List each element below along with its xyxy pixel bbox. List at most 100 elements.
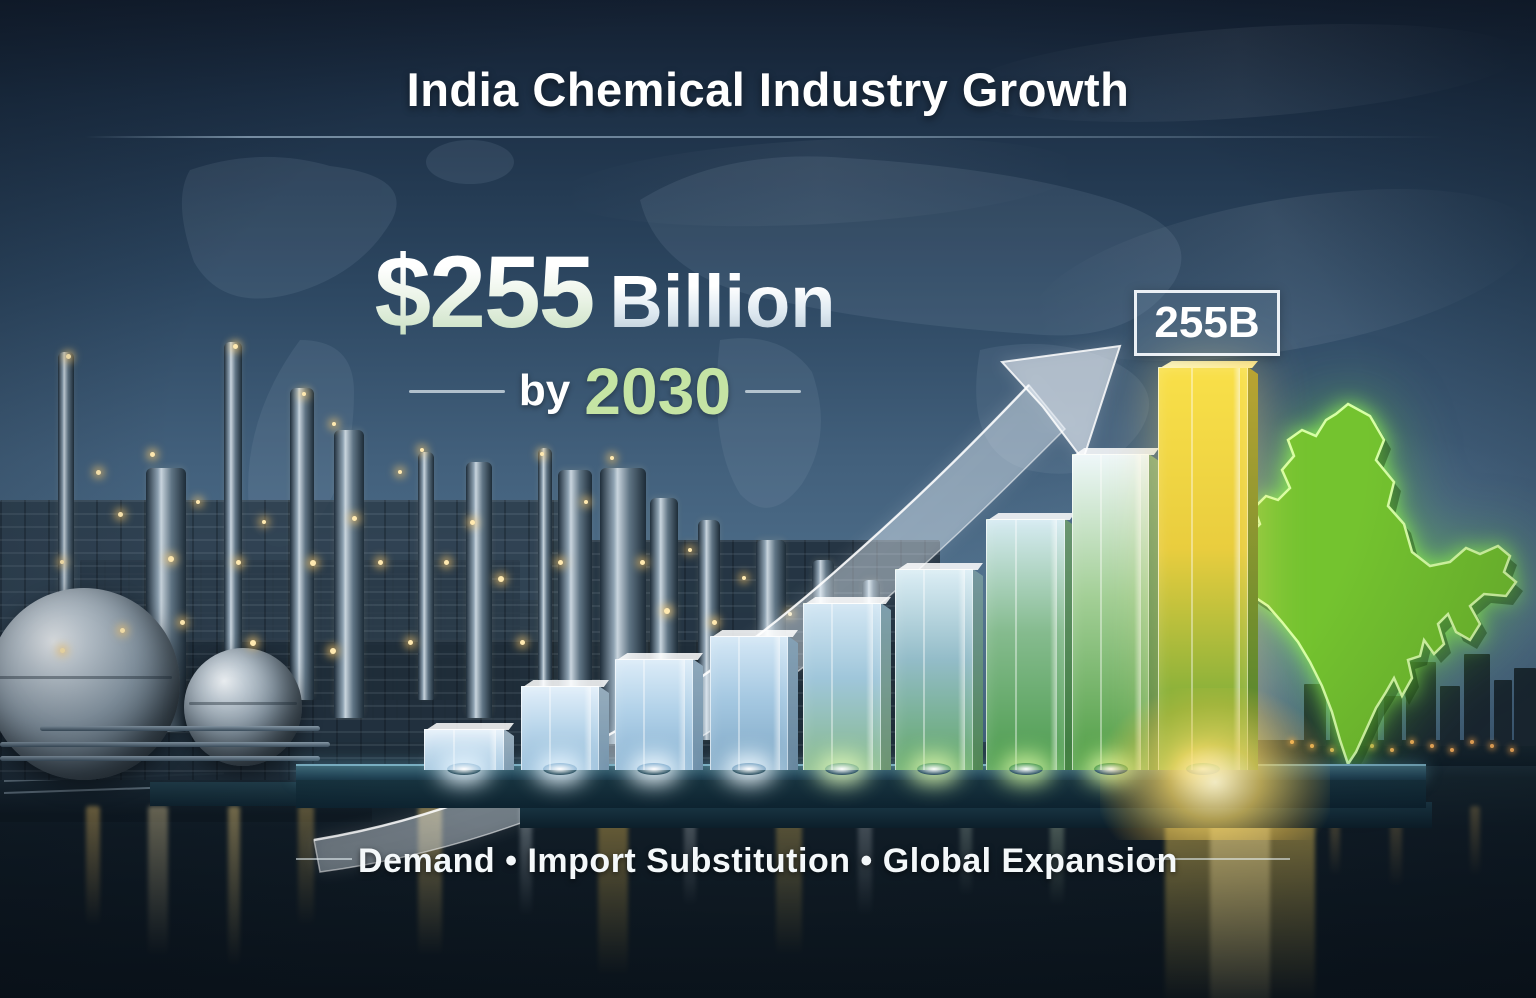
headline-year-row: by 2030 bbox=[366, 353, 844, 429]
plant-light-icon bbox=[540, 452, 544, 456]
water-reflection-icon bbox=[960, 806, 972, 896]
chart-bar bbox=[986, 513, 1075, 775]
building bbox=[1384, 696, 1402, 746]
distillation-column bbox=[334, 430, 364, 718]
city-light-icon bbox=[1510, 748, 1514, 752]
chart-bar bbox=[615, 653, 703, 775]
headline-amount: $255 bbox=[374, 235, 595, 349]
plant-light-icon bbox=[180, 620, 185, 625]
water-reflection-icon bbox=[228, 806, 240, 966]
plant-light-icon bbox=[558, 560, 563, 565]
city-light-icon bbox=[1430, 744, 1434, 748]
plant-light-icon bbox=[742, 576, 746, 580]
distillation-column bbox=[418, 452, 434, 700]
plant-light-icon bbox=[378, 560, 383, 565]
building bbox=[1440, 686, 1460, 746]
dash-left bbox=[408, 389, 505, 393]
plant-light-icon bbox=[640, 560, 645, 565]
plant-light-icon bbox=[688, 548, 692, 552]
water-reflection-icon bbox=[148, 806, 168, 956]
city-light-icon bbox=[1490, 744, 1494, 748]
plant-light-icon bbox=[520, 640, 525, 645]
city-light-icon bbox=[1330, 748, 1334, 752]
water-reflection-icon bbox=[776, 806, 802, 956]
building bbox=[1514, 668, 1536, 746]
platform-step bbox=[150, 782, 312, 806]
world-map-icon bbox=[181, 140, 1182, 547]
headline: $255 Billion by 2030 bbox=[366, 234, 844, 429]
plant-light-icon bbox=[498, 576, 504, 582]
plant-light-icon bbox=[788, 612, 792, 616]
water-reflection-icon bbox=[598, 806, 628, 976]
plant-light-icon bbox=[236, 560, 241, 565]
plant-light-icon bbox=[352, 516, 357, 521]
base-glow bbox=[1100, 688, 1330, 840]
water-reflection-icon bbox=[1470, 806, 1480, 876]
plant-light-icon bbox=[420, 448, 424, 452]
distillation-column bbox=[290, 388, 314, 700]
value-callout-box: 255B bbox=[1134, 290, 1280, 356]
city-light-icon bbox=[1390, 748, 1394, 752]
plant-light-icon bbox=[584, 500, 588, 504]
water-reflection-icon bbox=[1050, 806, 1064, 906]
plant-light-icon bbox=[96, 470, 101, 475]
headline-unit: Billion bbox=[609, 260, 836, 343]
plant-light-icon bbox=[60, 648, 65, 653]
page-title: India Chemical Industry Growth bbox=[406, 63, 1130, 116]
title-divider bbox=[85, 136, 1445, 138]
water-reflection-icon bbox=[1330, 806, 1340, 876]
plant-light-icon bbox=[408, 640, 413, 645]
chart-bar bbox=[803, 597, 891, 775]
caption-dash-right bbox=[1142, 858, 1290, 860]
plant-light-icon bbox=[330, 648, 336, 654]
plant-light-icon bbox=[398, 470, 402, 474]
storage-sphere bbox=[0, 588, 180, 780]
plant-light-icon bbox=[310, 560, 316, 566]
water-reflection-icon bbox=[520, 806, 532, 916]
plant-light-icon bbox=[332, 422, 336, 426]
water-reflection-icon bbox=[418, 806, 442, 956]
pipe bbox=[40, 726, 320, 731]
city-light-icon bbox=[1470, 740, 1474, 744]
chart-bar bbox=[710, 630, 798, 775]
plant-light-icon bbox=[150, 452, 155, 457]
building bbox=[1464, 654, 1490, 746]
headline-amount-row: $255 Billion bbox=[366, 234, 844, 351]
distillation-column bbox=[224, 342, 242, 692]
water-reflection-icon bbox=[858, 806, 872, 916]
plant-light-icon bbox=[233, 344, 238, 349]
pipe bbox=[0, 742, 330, 747]
caption-dash-left bbox=[296, 858, 352, 860]
dash-right bbox=[745, 389, 802, 393]
plant-light-icon bbox=[168, 556, 174, 562]
plant-light-icon bbox=[262, 520, 266, 524]
plant-light-icon bbox=[60, 560, 64, 564]
plant-light-icon bbox=[664, 608, 670, 614]
city-light-icon bbox=[1410, 740, 1414, 744]
pipe bbox=[0, 756, 320, 761]
plant-light-icon bbox=[118, 512, 123, 517]
value-callout-label: 255B bbox=[1154, 298, 1260, 347]
chart-bar bbox=[521, 680, 609, 775]
plant-light-icon bbox=[120, 628, 125, 633]
plant-light-icon bbox=[712, 620, 717, 625]
water-reflection-icon bbox=[684, 806, 696, 906]
city-light-icon bbox=[1450, 748, 1454, 752]
plant-light-icon bbox=[196, 500, 200, 504]
plant-light-icon bbox=[250, 640, 256, 646]
plant-light-icon bbox=[302, 392, 306, 396]
caption: Demand • Import Substitution • Global Ex… bbox=[358, 842, 1178, 880]
plant-light-icon bbox=[444, 560, 449, 565]
chart-bar bbox=[895, 563, 983, 775]
distillation-column bbox=[466, 462, 492, 718]
india-map-icon bbox=[1226, 402, 1523, 773]
water-reflection-icon bbox=[86, 806, 100, 926]
city-light-icon bbox=[1370, 744, 1374, 748]
plant-light-icon bbox=[470, 520, 475, 525]
building bbox=[1494, 680, 1512, 746]
plant-light-icon bbox=[66, 354, 71, 359]
distillation-column bbox=[538, 448, 552, 700]
headline-preposition: by bbox=[518, 366, 571, 415]
water-reflection-icon bbox=[298, 806, 314, 926]
